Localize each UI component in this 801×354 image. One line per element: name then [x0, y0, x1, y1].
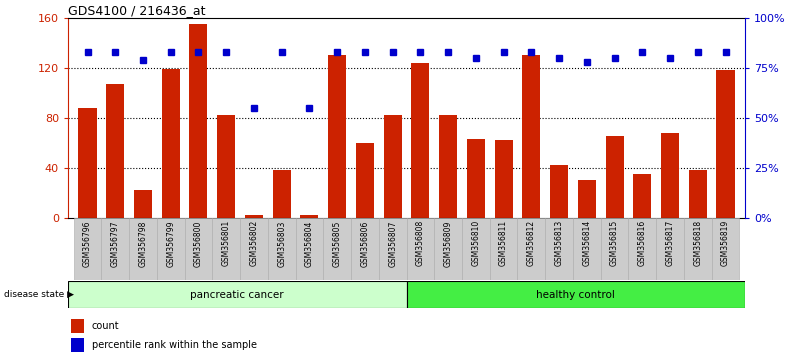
Text: GSM356805: GSM356805	[332, 220, 342, 267]
Text: GSM356808: GSM356808	[416, 220, 425, 267]
FancyBboxPatch shape	[212, 218, 240, 280]
Bar	[245, 215, 263, 218]
Text: GSM356813: GSM356813	[554, 220, 564, 267]
Bar	[439, 115, 457, 218]
Text: GSM356802: GSM356802	[249, 220, 259, 267]
Bar	[578, 180, 596, 218]
FancyBboxPatch shape	[406, 218, 434, 280]
Text: GSM356803: GSM356803	[277, 220, 286, 267]
Text: GSM356811: GSM356811	[499, 220, 508, 266]
Text: GSM356806: GSM356806	[360, 220, 369, 267]
Text: disease state ▶: disease state ▶	[4, 290, 74, 299]
Text: GSM356814: GSM356814	[582, 220, 591, 267]
Bar	[107, 84, 124, 218]
Bar	[68, 281, 406, 308]
FancyBboxPatch shape	[268, 218, 296, 280]
Text: healthy control: healthy control	[537, 290, 615, 300]
Text: GSM356807: GSM356807	[388, 220, 397, 267]
FancyBboxPatch shape	[711, 218, 739, 280]
FancyBboxPatch shape	[545, 218, 573, 280]
FancyBboxPatch shape	[102, 218, 129, 280]
FancyBboxPatch shape	[684, 218, 711, 280]
FancyBboxPatch shape	[573, 218, 601, 280]
Bar	[661, 133, 679, 218]
FancyBboxPatch shape	[129, 218, 157, 280]
Text: GSM356816: GSM356816	[638, 220, 646, 267]
FancyBboxPatch shape	[489, 218, 517, 280]
Bar	[356, 143, 374, 218]
Bar	[522, 55, 541, 218]
FancyBboxPatch shape	[184, 218, 212, 280]
Bar	[300, 215, 319, 218]
FancyBboxPatch shape	[324, 218, 351, 280]
Text: percentile rank within the sample: percentile rank within the sample	[92, 341, 257, 350]
Bar	[272, 170, 291, 218]
Text: GSM356809: GSM356809	[444, 220, 453, 267]
Bar	[78, 108, 96, 218]
Text: GSM356810: GSM356810	[471, 220, 481, 267]
Text: count: count	[92, 321, 119, 331]
FancyBboxPatch shape	[157, 218, 184, 280]
FancyBboxPatch shape	[351, 218, 379, 280]
Bar	[384, 115, 401, 218]
Text: GSM356801: GSM356801	[222, 220, 231, 267]
FancyBboxPatch shape	[462, 218, 489, 280]
Text: GSM356804: GSM356804	[305, 220, 314, 267]
Bar	[634, 174, 651, 218]
Text: pancreatic cancer: pancreatic cancer	[191, 290, 284, 300]
Text: GSM356819: GSM356819	[721, 220, 730, 267]
FancyBboxPatch shape	[379, 218, 406, 280]
Text: GSM356818: GSM356818	[694, 220, 702, 266]
Bar	[717, 70, 735, 218]
Bar	[134, 190, 152, 218]
Bar	[190, 24, 207, 218]
Text: GSM356799: GSM356799	[167, 220, 175, 267]
Text: GSM356797: GSM356797	[111, 220, 119, 267]
Bar	[550, 165, 568, 218]
Bar	[606, 136, 623, 218]
Text: GSM356796: GSM356796	[83, 220, 92, 267]
Bar	[467, 139, 485, 218]
Bar	[162, 69, 179, 218]
FancyBboxPatch shape	[601, 218, 629, 280]
Bar	[412, 63, 429, 218]
Bar	[689, 170, 706, 218]
Text: GSM356815: GSM356815	[610, 220, 619, 267]
Bar	[328, 55, 346, 218]
Bar	[71, 338, 83, 352]
Text: GSM356812: GSM356812	[527, 220, 536, 266]
FancyBboxPatch shape	[296, 218, 324, 280]
Text: GSM356800: GSM356800	[194, 220, 203, 267]
FancyBboxPatch shape	[517, 218, 545, 280]
FancyBboxPatch shape	[629, 218, 656, 280]
FancyBboxPatch shape	[240, 218, 268, 280]
Text: GSM356817: GSM356817	[666, 220, 674, 267]
Bar	[494, 140, 513, 218]
FancyBboxPatch shape	[656, 218, 684, 280]
Text: GDS4100 / 216436_at: GDS4100 / 216436_at	[68, 4, 206, 17]
FancyBboxPatch shape	[434, 218, 462, 280]
Bar	[217, 115, 235, 218]
Text: GSM356798: GSM356798	[139, 220, 147, 267]
Bar	[71, 319, 83, 333]
Bar	[406, 281, 745, 308]
FancyBboxPatch shape	[74, 218, 102, 280]
